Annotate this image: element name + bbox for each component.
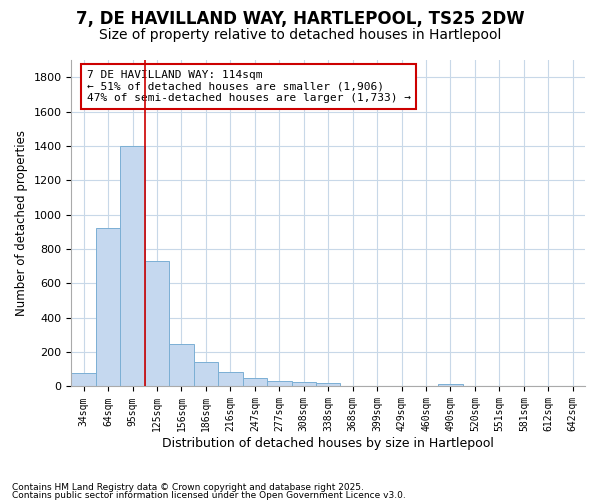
- Bar: [438, 384, 463, 386]
- Bar: [145, 261, 169, 386]
- Bar: [169, 344, 194, 387]
- Bar: [194, 362, 218, 386]
- X-axis label: Distribution of detached houses by size in Hartlepool: Distribution of detached houses by size …: [162, 437, 494, 450]
- Bar: [242, 378, 267, 386]
- Bar: [71, 372, 96, 386]
- Bar: [292, 382, 316, 386]
- Bar: [316, 384, 340, 386]
- Text: Size of property relative to detached houses in Hartlepool: Size of property relative to detached ho…: [99, 28, 501, 42]
- Text: Contains public sector information licensed under the Open Government Licence v3: Contains public sector information licen…: [12, 490, 406, 500]
- Text: Contains HM Land Registry data © Crown copyright and database right 2025.: Contains HM Land Registry data © Crown c…: [12, 484, 364, 492]
- Bar: [267, 382, 292, 386]
- Text: 7, DE HAVILLAND WAY, HARTLEPOOL, TS25 2DW: 7, DE HAVILLAND WAY, HARTLEPOOL, TS25 2D…: [76, 10, 524, 28]
- Bar: [96, 228, 121, 386]
- Y-axis label: Number of detached properties: Number of detached properties: [15, 130, 28, 316]
- Bar: [218, 372, 242, 386]
- Text: 7 DE HAVILLAND WAY: 114sqm
← 51% of detached houses are smaller (1,906)
47% of s: 7 DE HAVILLAND WAY: 114sqm ← 51% of deta…: [87, 70, 411, 103]
- Bar: [121, 146, 145, 386]
